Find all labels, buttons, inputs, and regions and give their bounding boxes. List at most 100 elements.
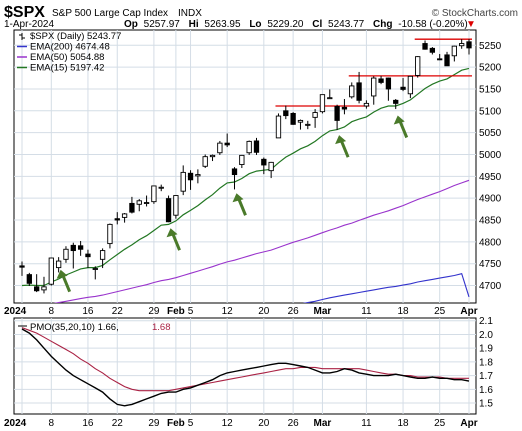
candle-body — [165, 198, 172, 223]
candle-body — [107, 223, 113, 245]
candle — [371, 76, 377, 105]
pmo-y-tick-label: 1.5 — [479, 399, 493, 410]
candle-body — [85, 253, 91, 258]
candle — [385, 77, 392, 101]
index-name: S&P 500 Large Cap Index — [52, 8, 168, 19]
candle-body — [195, 174, 201, 177]
candle-body — [275, 115, 282, 139]
low-value: 5229.20 — [267, 19, 304, 30]
candle — [107, 223, 113, 249]
candle — [195, 169, 201, 184]
candle-body — [246, 140, 252, 154]
date-tick-label: 5 — [188, 418, 194, 429]
candle-body — [173, 195, 179, 216]
date-tick-label: 22 — [112, 306, 124, 317]
candle-body — [261, 158, 267, 166]
candle-body — [444, 54, 450, 67]
candle — [136, 199, 142, 212]
candle-body — [327, 97, 333, 100]
candle — [173, 195, 179, 219]
candle-body — [48, 257, 54, 285]
candle-body — [41, 286, 47, 291]
candle — [415, 56, 421, 78]
candle-body — [209, 154, 216, 158]
candle — [422, 40, 428, 50]
candle — [261, 157, 267, 175]
candle — [217, 140, 223, 155]
open-value: 5257.97 — [144, 19, 181, 30]
date-tick-label: 2024 — [4, 306, 27, 317]
pmo-y-tick-label: 2.1 — [479, 316, 493, 327]
date-tick-label: 22 — [112, 418, 124, 429]
candle — [180, 165, 186, 196]
candle-body — [371, 77, 377, 97]
date-tick-label: 29 — [148, 418, 160, 429]
candle — [48, 257, 54, 286]
pmo-legend-label: PMO(35,20,10) 1.66, — [30, 322, 119, 333]
candle — [129, 196, 135, 214]
candle-body — [422, 43, 428, 50]
date-tick-label: 25 — [434, 418, 446, 429]
candle-body — [99, 250, 106, 260]
arrow-head — [166, 228, 178, 238]
pmo-grid — [14, 318, 476, 414]
arrow-head — [56, 269, 68, 279]
candle-body — [224, 142, 230, 146]
candle — [63, 246, 69, 263]
candle-body — [129, 202, 135, 213]
pmo-legend-signal: 1.68 — [152, 322, 171, 333]
pmo-y-tick-label: 2.0 — [479, 330, 493, 341]
date-tick-label: 18 — [397, 306, 409, 317]
price-y-tick-label: 5050 — [479, 128, 502, 139]
candle-body — [459, 43, 465, 47]
date-tick-label: 8 — [49, 418, 55, 429]
candle — [239, 154, 245, 169]
candle — [363, 100, 370, 109]
pmo-y-tick-label: 1.7 — [479, 371, 493, 382]
date-label: 1-Apr-2024 — [4, 19, 54, 30]
date-tick-label: 8 — [49, 306, 55, 317]
date-tick-label: Mar — [314, 306, 332, 317]
date-tick-label: Mar — [314, 418, 332, 429]
date-tick-label: 20 — [258, 306, 270, 317]
candle-body — [231, 168, 238, 176]
candle — [143, 195, 150, 207]
candle-body — [297, 119, 304, 123]
candle — [312, 109, 318, 128]
pmo-y-tick-label: 1.9 — [479, 344, 493, 355]
copyright-text: © StockCharts.com — [432, 8, 518, 19]
pmo-y-axis: 1.5 1.6 1.7 1.8 1.9 2.0 2.1 — [479, 316, 493, 409]
price-y-tick-label: 4850 — [479, 216, 502, 227]
date-tick-label: Apr — [460, 418, 477, 429]
support-arrow-icon — [393, 115, 409, 139]
candle-body — [341, 106, 348, 110]
pmo-lines — [21, 327, 470, 407]
candle-body — [334, 105, 340, 121]
close-label: Cl — [312, 19, 322, 30]
candle-body — [356, 82, 362, 101]
candle — [253, 137, 260, 155]
low-label: Lo — [249, 19, 261, 30]
candle-body — [239, 154, 245, 165]
candle-body — [114, 218, 120, 221]
candle — [444, 51, 450, 67]
price-y-tick-label: 4700 — [479, 281, 502, 292]
date-tick-label: 16 — [82, 306, 94, 317]
candle — [99, 248, 106, 269]
price-y-tick-label: 5000 — [479, 150, 502, 161]
date-tick-label: Feb — [167, 418, 185, 429]
candle-body — [202, 156, 208, 167]
candle — [165, 195, 172, 223]
support-arrow-icon — [335, 135, 350, 158]
date-tick-label: 18 — [397, 418, 409, 429]
candle-body — [385, 77, 392, 90]
candle — [429, 47, 436, 55]
price-y-tick-label: 5250 — [479, 41, 502, 52]
candle-body — [290, 112, 296, 125]
date-axis-upper: 2024 8 16 22 29 Feb 5 12 20 26 Mar 11 18 25 Apr — [4, 306, 478, 317]
date-tick-label: Apr — [460, 306, 477, 317]
candle — [327, 89, 333, 100]
candles — [19, 39, 472, 294]
price-y-tick-label: 5150 — [479, 84, 502, 95]
